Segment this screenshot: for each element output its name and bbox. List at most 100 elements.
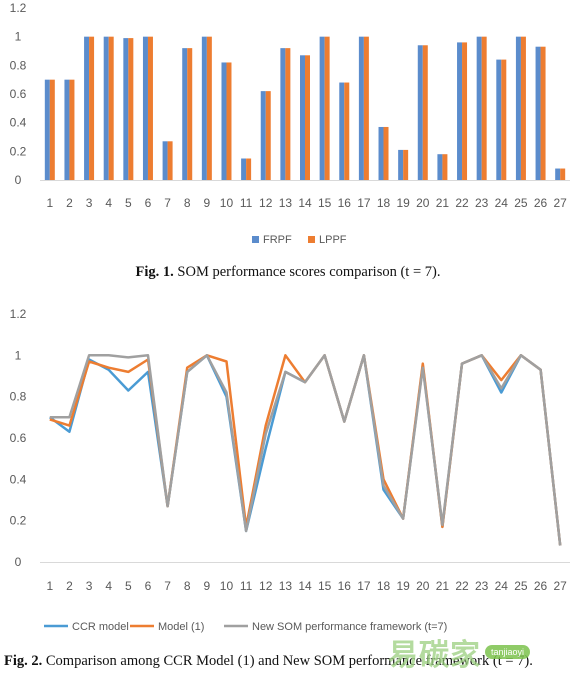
bar-frpf bbox=[142, 36, 148, 180]
bar-lppf bbox=[187, 48, 193, 181]
x-tick-label: 25 bbox=[514, 579, 528, 593]
y-tick-label: 0 bbox=[15, 555, 22, 569]
bar-frpf bbox=[398, 149, 404, 180]
legend-label: New SOM performance framework (t=7) bbox=[252, 621, 447, 633]
x-tick-label: 13 bbox=[279, 196, 293, 210]
bar-lppf bbox=[167, 141, 173, 180]
bar-lppf bbox=[265, 91, 271, 180]
bar-frpf bbox=[103, 36, 109, 180]
legend-swatch bbox=[308, 236, 315, 243]
bar-frpf bbox=[260, 91, 266, 180]
x-tick-label: 10 bbox=[220, 579, 234, 593]
y-tick-label: 0.8 bbox=[10, 58, 27, 72]
bar-frpf bbox=[515, 36, 521, 180]
x-tick-label: 9 bbox=[204, 196, 211, 210]
series-line bbox=[49, 354, 562, 546]
x-tick-label: 6 bbox=[145, 579, 152, 593]
y-tick-label: 0.4 bbox=[10, 116, 27, 130]
legend-label: FRPF bbox=[263, 234, 292, 246]
bar-lppf bbox=[403, 149, 409, 180]
bar-lppf bbox=[481, 36, 487, 180]
x-tick-label: 16 bbox=[338, 196, 352, 210]
figure-2-label: Fig. 2. bbox=[4, 653, 43, 669]
figure-1-label: Fig. 1. bbox=[135, 264, 174, 280]
x-tick-label: 18 bbox=[377, 579, 391, 593]
bar-lppf bbox=[442, 154, 448, 180]
x-tick-label: 4 bbox=[105, 579, 112, 593]
series-line bbox=[49, 354, 562, 546]
bar-frpf bbox=[535, 46, 541, 181]
bar-frpf bbox=[64, 79, 70, 180]
series-line bbox=[49, 354, 562, 546]
bar-frpf bbox=[437, 154, 443, 180]
figure-2-text: Comparison among CCR Model (1) and New S… bbox=[42, 653, 533, 669]
x-tick-label: 3 bbox=[86, 579, 93, 593]
x-tick-label: 14 bbox=[298, 579, 312, 593]
x-tick-label: 6 bbox=[145, 196, 152, 210]
x-tick-label: 10 bbox=[220, 196, 234, 210]
line-chart: 00.20.40.60.811.21 2 3 4 5 6 7 8 9 10 11 12 13 14 15 16… bbox=[10, 307, 570, 633]
bar-frpf bbox=[123, 38, 129, 180]
bar-lppf bbox=[206, 36, 212, 180]
x-tick-label: 9 bbox=[204, 579, 211, 593]
x-tick-label: 21 bbox=[436, 196, 450, 210]
x-tick-label: 12 bbox=[259, 196, 273, 210]
watermark-pill: tanjiaoyi bbox=[485, 645, 531, 659]
bar-frpf bbox=[358, 36, 364, 180]
x-tick-label: 20 bbox=[416, 579, 430, 593]
bar-lppf bbox=[363, 36, 369, 180]
bar-frpf bbox=[457, 42, 463, 181]
bar-lppf bbox=[540, 46, 546, 181]
bar-lppf bbox=[560, 168, 566, 180]
x-tick-label: 13 bbox=[279, 579, 293, 593]
bar-frpf bbox=[221, 62, 227, 180]
legend-label: CCR model bbox=[72, 621, 129, 633]
bar-frpf bbox=[162, 141, 168, 180]
y-tick-label: 0.4 bbox=[10, 472, 27, 486]
bar-frpf bbox=[182, 48, 188, 181]
y-tick-label: 1.2 bbox=[10, 1, 27, 15]
bar-frpf bbox=[300, 55, 305, 180]
bar-lppf bbox=[422, 45, 428, 181]
y-tick-label: 1.2 bbox=[10, 307, 27, 321]
y-tick-label: 1 bbox=[15, 30, 22, 44]
bar-lppf bbox=[128, 38, 134, 180]
x-tick-label: 2 bbox=[66, 196, 73, 210]
figure-1-text: SOM performance scores comparison (t = 7… bbox=[173, 264, 441, 280]
x-tick-label: 27 bbox=[554, 196, 568, 210]
y-tick-label: 0.8 bbox=[10, 390, 27, 404]
figure-2-caption: Fig. 2. Comparison among CCR Model (1) a… bbox=[4, 653, 574, 669]
bar-frpf bbox=[339, 82, 345, 180]
x-tick-label: 24 bbox=[495, 579, 509, 593]
bar-lppf bbox=[520, 36, 526, 180]
x-tick-label: 17 bbox=[357, 579, 371, 593]
x-tick-label: 5 bbox=[125, 196, 132, 210]
figure-1-caption: Fig. 1. SOM performance scores compariso… bbox=[0, 264, 576, 281]
x-tick-label: 11 bbox=[240, 196, 253, 210]
x-tick-label: 15 bbox=[318, 196, 332, 210]
x-tick-label: 2 bbox=[66, 579, 73, 593]
x-tick-label: 5 bbox=[125, 579, 132, 593]
bar-frpf bbox=[201, 36, 207, 180]
x-tick-label: 19 bbox=[396, 196, 410, 210]
bar-frpf bbox=[84, 36, 90, 180]
bar-lppf bbox=[305, 55, 310, 180]
watermark-logo: 易碳家 tanjiaoyi bbox=[388, 630, 531, 674]
legend-label: Model (1) bbox=[158, 621, 204, 633]
x-tick-label: 4 bbox=[105, 196, 112, 210]
bar-frpf bbox=[280, 48, 286, 181]
bar-lppf bbox=[89, 36, 95, 180]
bar-lppf bbox=[108, 36, 114, 180]
x-tick-label: 7 bbox=[164, 196, 171, 210]
bar-lppf bbox=[344, 82, 350, 180]
bar-lppf bbox=[69, 79, 75, 180]
bar-lppf bbox=[285, 48, 291, 181]
bar-frpf bbox=[44, 79, 50, 180]
legend-swatch bbox=[252, 236, 259, 243]
x-tick-label: 7 bbox=[164, 579, 171, 593]
y-tick-label: 1 bbox=[15, 348, 22, 362]
bar-lppf bbox=[246, 158, 252, 180]
bar-chart: 00.20.40.60.811.21 2 3 4 5 6 7 8 9 10 11 12 13 14 15 16… bbox=[10, 1, 570, 246]
x-tick-label: 18 bbox=[377, 196, 391, 210]
x-tick-label: 24 bbox=[495, 196, 509, 210]
